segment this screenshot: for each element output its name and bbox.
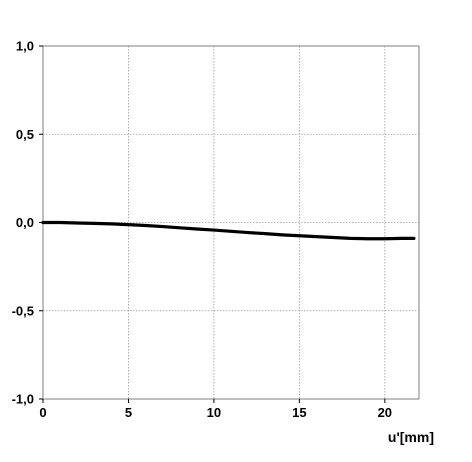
x-tick-label: 5 xyxy=(125,405,132,420)
y-tick-label: 0,0 xyxy=(16,215,34,230)
series-line xyxy=(41,220,416,241)
y-tick-label: 0,5 xyxy=(16,127,34,142)
x-axis-label: u'[mm] xyxy=(388,429,434,445)
x-tick-label: 10 xyxy=(207,405,221,420)
y-tick-label: -1,0 xyxy=(12,392,34,407)
y-tick-label: -0,5 xyxy=(12,303,34,318)
grid xyxy=(43,46,419,399)
x-tick-label: 20 xyxy=(378,405,392,420)
series-layer xyxy=(41,220,416,241)
x-axis-ticks: 0 5 10 15 20 xyxy=(39,399,392,420)
x-tick-label: 0 xyxy=(39,405,46,420)
x-tick-label: 15 xyxy=(292,405,306,420)
y-axis-ticks: 1,0 0,5 0,0 -0,5 -1,0 xyxy=(12,39,43,407)
y-tick-label: 1,0 xyxy=(16,39,34,54)
